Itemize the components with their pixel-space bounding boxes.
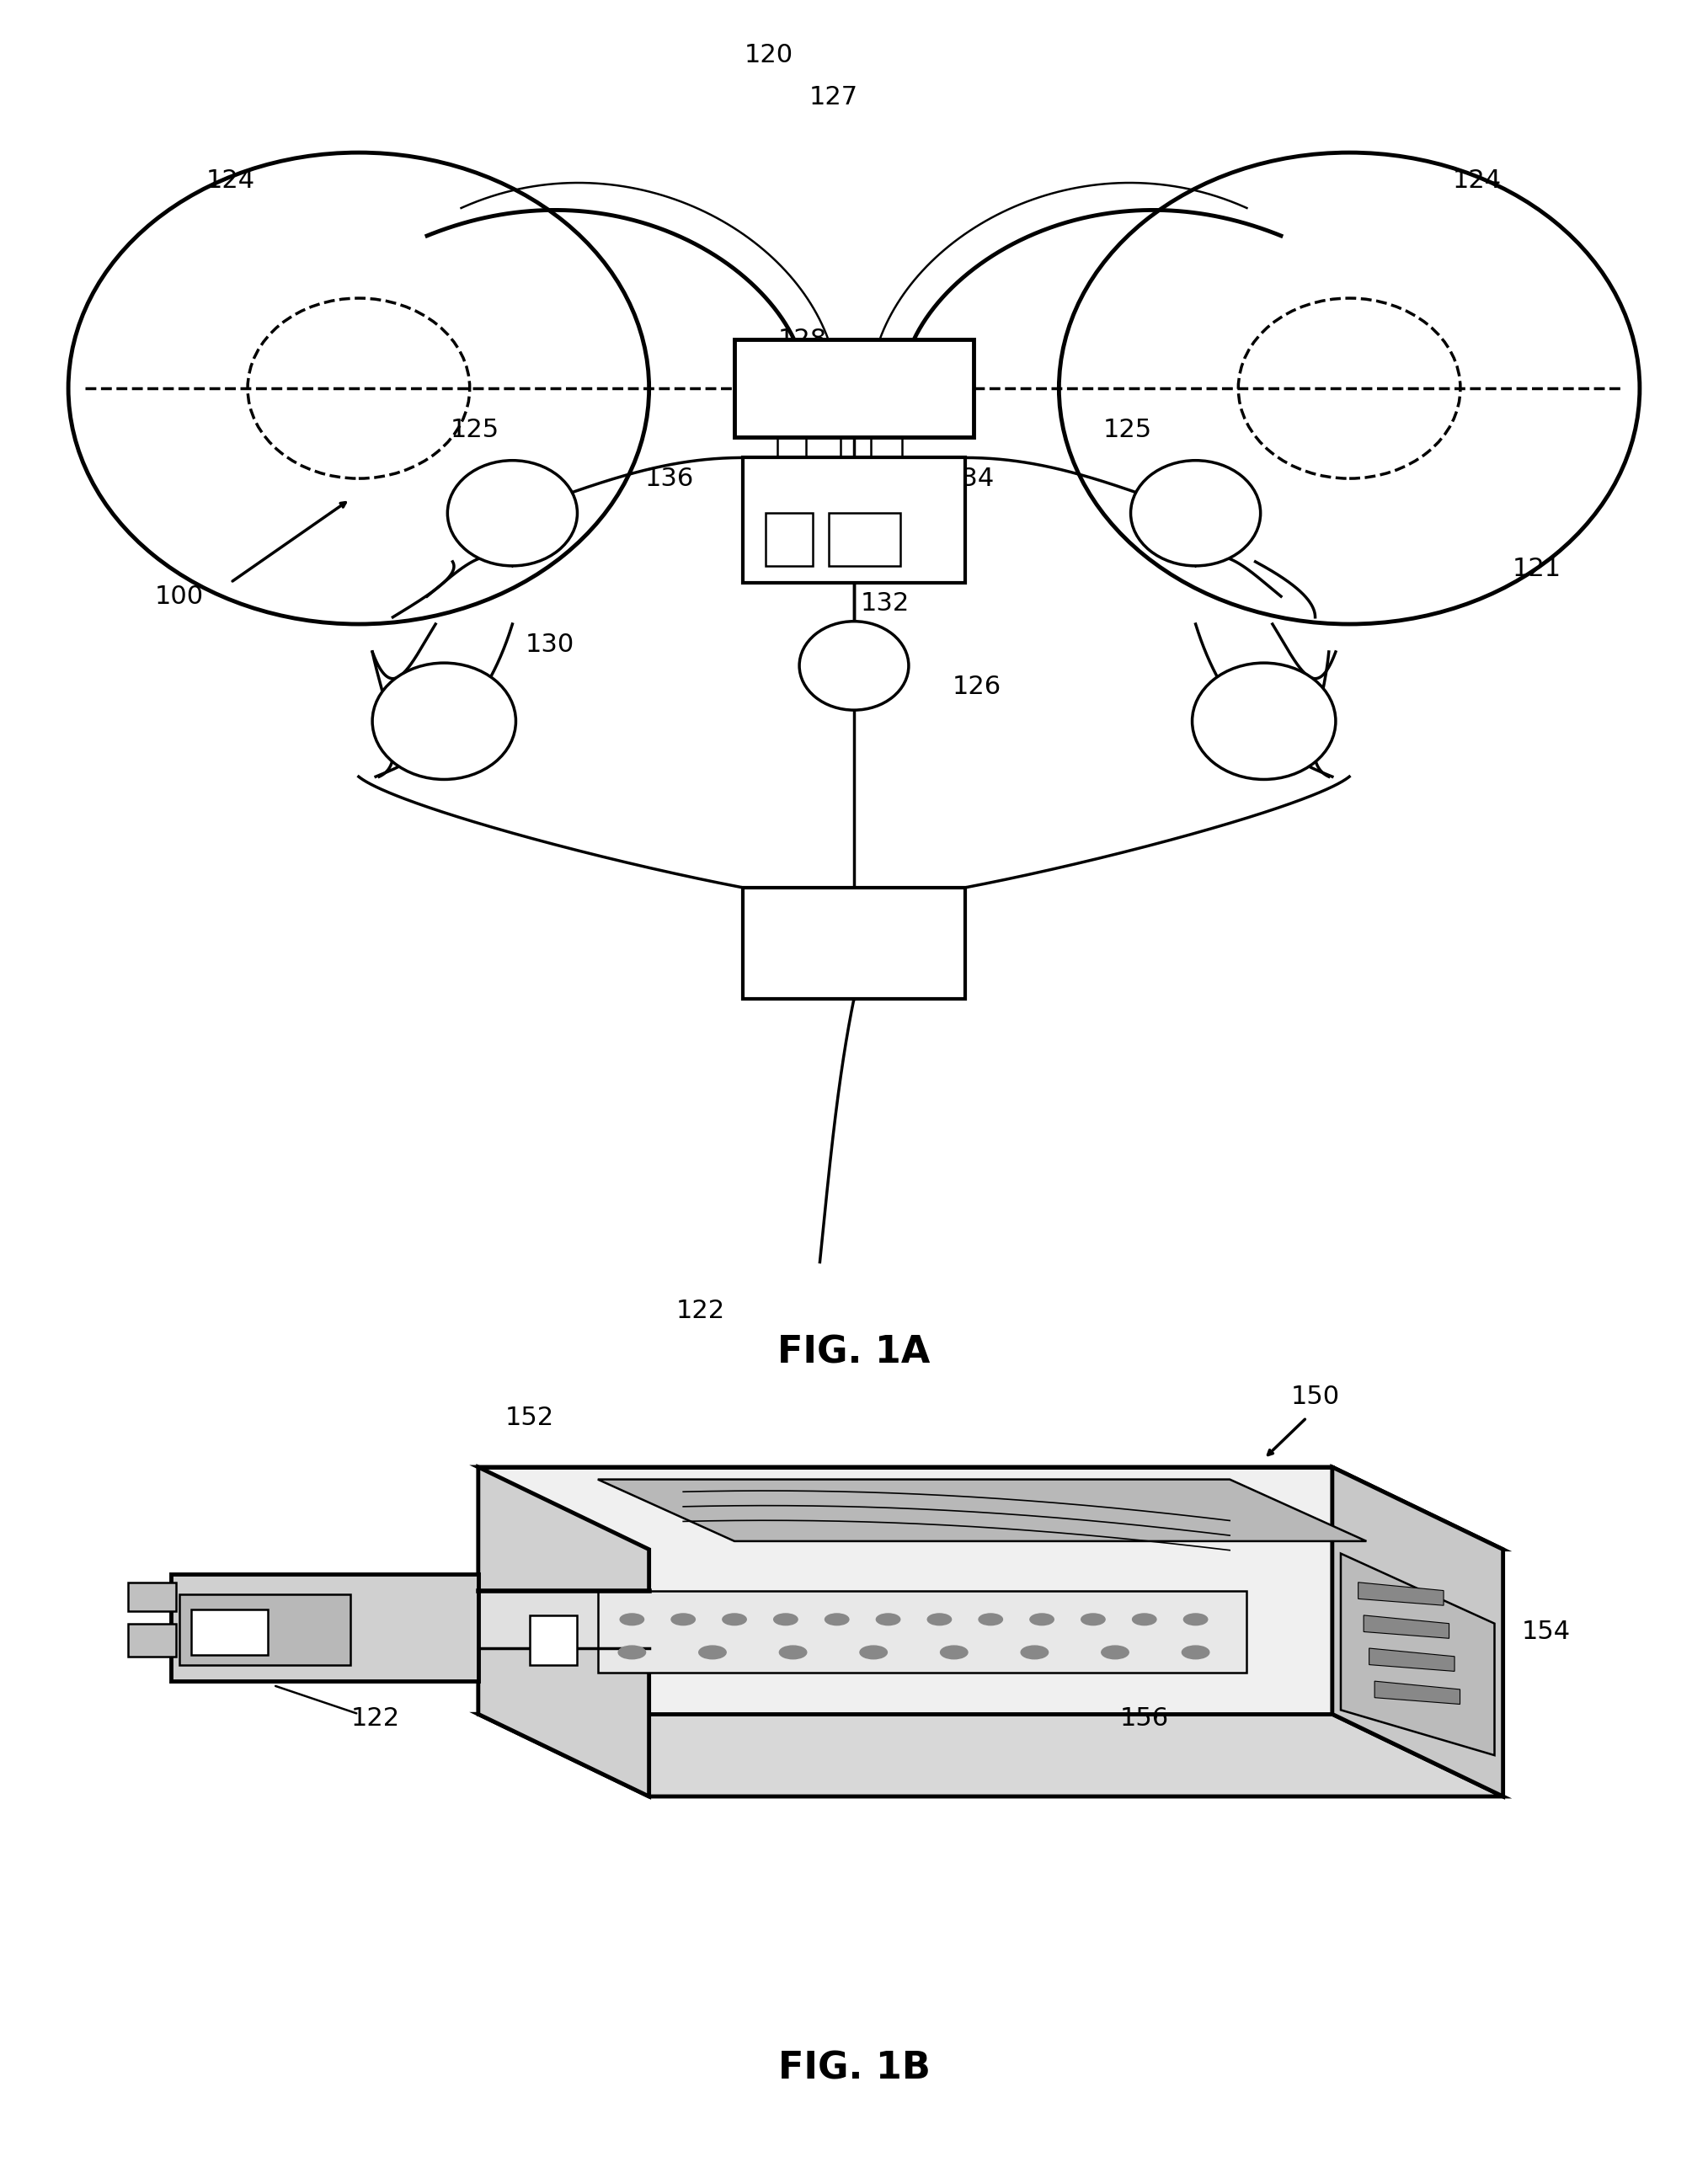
- Text: 130: 130: [526, 633, 574, 657]
- Bar: [191, 1610, 268, 1656]
- Circle shape: [979, 1614, 1003, 1625]
- Circle shape: [799, 622, 909, 711]
- Text: 150: 150: [1291, 1385, 1339, 1409]
- Circle shape: [1192, 663, 1336, 780]
- Bar: [128, 1582, 176, 1612]
- Circle shape: [1081, 1614, 1105, 1625]
- Text: 122: 122: [676, 1298, 724, 1322]
- Circle shape: [372, 663, 516, 780]
- Circle shape: [825, 1614, 849, 1625]
- Circle shape: [1030, 1614, 1054, 1625]
- Polygon shape: [1358, 1582, 1443, 1606]
- Circle shape: [671, 1614, 695, 1625]
- Text: 154: 154: [1522, 1619, 1570, 1645]
- Circle shape: [876, 1614, 900, 1625]
- Text: FIG. 1B: FIG. 1B: [777, 2050, 931, 2087]
- Circle shape: [699, 1645, 726, 1660]
- Bar: [765, 514, 813, 566]
- Polygon shape: [598, 1480, 1366, 1541]
- Text: 126: 126: [953, 674, 1001, 698]
- Polygon shape: [1370, 1649, 1455, 1671]
- Text: 152: 152: [506, 1406, 553, 1430]
- Text: 134: 134: [946, 466, 994, 490]
- Circle shape: [859, 1645, 886, 1660]
- Polygon shape: [1341, 1554, 1494, 1755]
- Bar: [179, 1595, 350, 1664]
- Circle shape: [1132, 1614, 1156, 1625]
- Bar: [743, 457, 965, 583]
- Text: 127: 127: [810, 85, 857, 108]
- Text: 100: 100: [155, 585, 203, 609]
- Text: FIG. 1A: FIG. 1A: [777, 1335, 931, 1370]
- Polygon shape: [478, 1714, 1503, 1796]
- Circle shape: [1059, 152, 1640, 624]
- Circle shape: [779, 1645, 806, 1660]
- Circle shape: [1131, 459, 1261, 566]
- Polygon shape: [478, 1467, 1332, 1714]
- Circle shape: [722, 1614, 746, 1625]
- Polygon shape: [1332, 1467, 1503, 1796]
- Text: 124: 124: [207, 169, 254, 193]
- Circle shape: [774, 1614, 798, 1625]
- Circle shape: [1184, 1614, 1208, 1625]
- Polygon shape: [171, 1573, 478, 1682]
- Text: 125: 125: [451, 418, 499, 442]
- Polygon shape: [1363, 1614, 1448, 1638]
- Polygon shape: [478, 1467, 1503, 1549]
- Bar: [598, 1591, 1247, 1673]
- Bar: [128, 1623, 176, 1656]
- Circle shape: [927, 1614, 951, 1625]
- Bar: [529, 1614, 577, 1664]
- Text: 128: 128: [779, 327, 827, 351]
- Circle shape: [618, 1645, 646, 1660]
- Bar: [734, 340, 974, 438]
- Text: 136: 136: [646, 466, 693, 490]
- Circle shape: [68, 152, 649, 624]
- Circle shape: [620, 1614, 644, 1625]
- Circle shape: [447, 459, 577, 566]
- Text: 122: 122: [352, 1705, 400, 1731]
- Polygon shape: [478, 1467, 649, 1796]
- Polygon shape: [478, 1591, 649, 1649]
- Bar: [743, 888, 965, 999]
- Circle shape: [1102, 1645, 1129, 1660]
- Text: 124: 124: [1454, 169, 1501, 193]
- Bar: [828, 514, 900, 566]
- Text: 156: 156: [1120, 1705, 1168, 1731]
- Text: 125: 125: [1103, 418, 1151, 442]
- Text: 132: 132: [861, 592, 909, 615]
- Text: 121: 121: [1513, 557, 1561, 581]
- Circle shape: [941, 1645, 968, 1660]
- Polygon shape: [1375, 1682, 1460, 1703]
- Circle shape: [1021, 1645, 1049, 1660]
- Text: 120: 120: [745, 43, 793, 67]
- Circle shape: [1182, 1645, 1209, 1660]
